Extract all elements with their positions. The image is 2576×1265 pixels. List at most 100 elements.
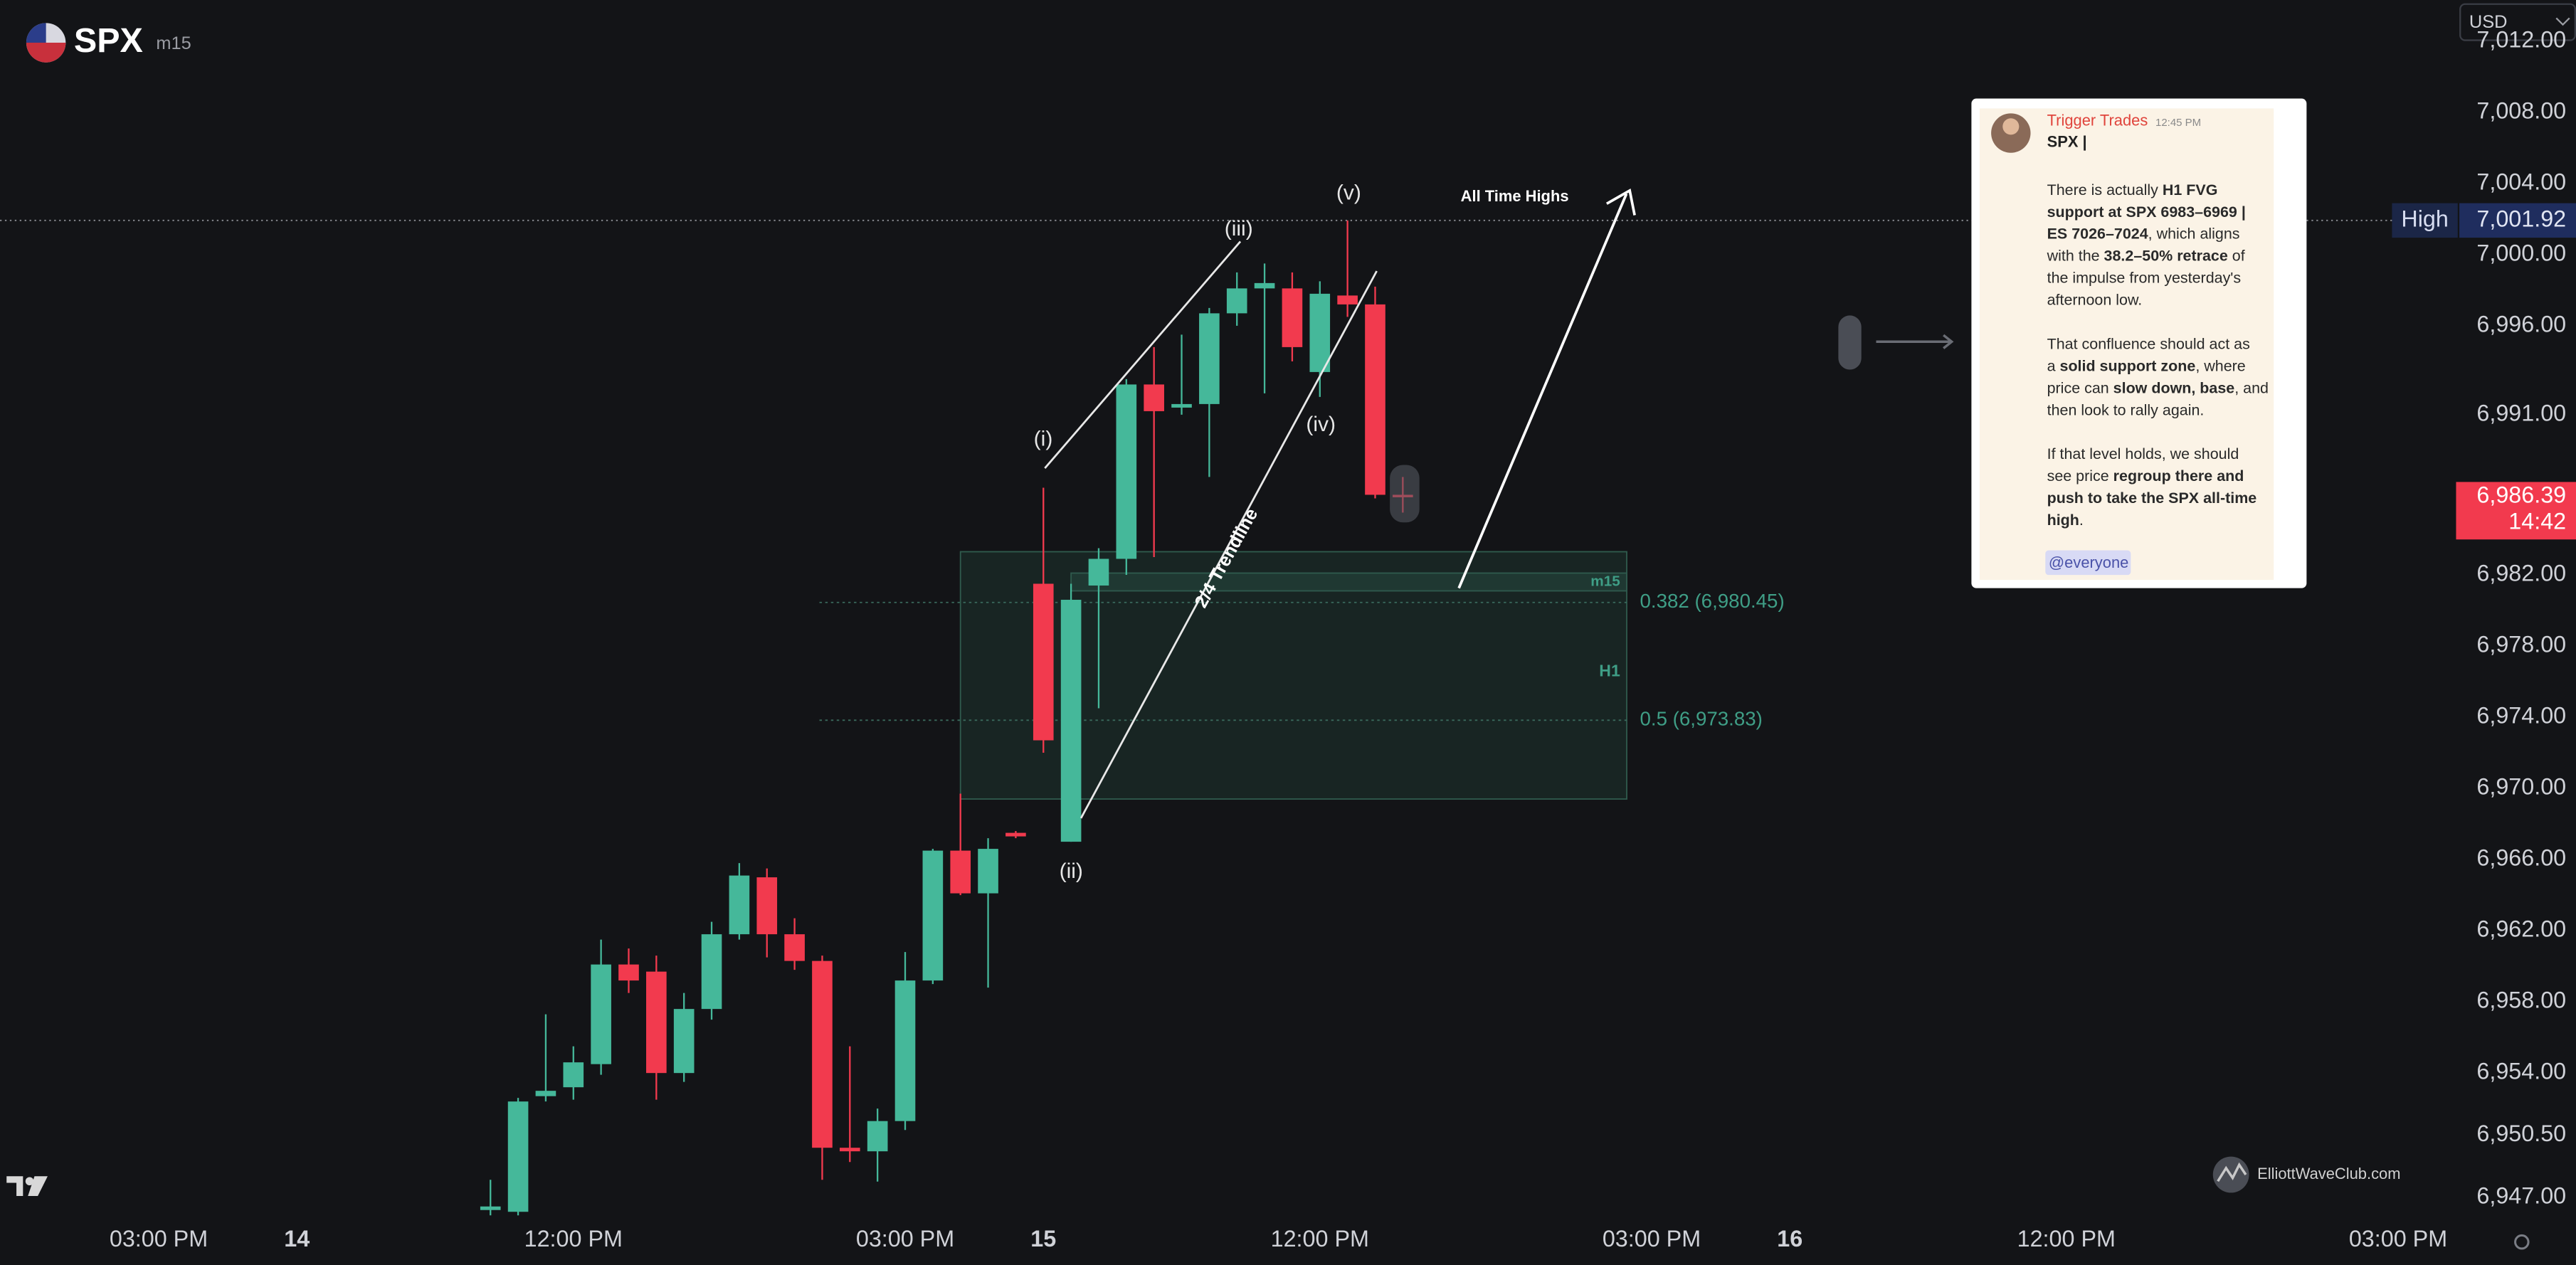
currency-selector[interactable]: USD bbox=[2459, 3, 2576, 41]
y-tick-label: 6,947.00 bbox=[2476, 1183, 2566, 1209]
x-tick-label: 12:00 PM bbox=[2017, 1226, 2116, 1251]
flag-stripes bbox=[26, 43, 66, 63]
mention-bg bbox=[2045, 550, 2131, 576]
candle-body bbox=[1282, 288, 1303, 347]
y-tick-label: 7,012.00 bbox=[2476, 26, 2566, 52]
target-arrow-head bbox=[1605, 188, 1636, 216]
x-tick-label: 03:00 PM bbox=[1603, 1226, 1701, 1251]
fib-label: 0.5 (6,973.83) bbox=[1640, 708, 1762, 730]
candle-body bbox=[1337, 295, 1358, 305]
message-text: afternoon low. bbox=[2047, 291, 2143, 308]
message-line: support at SPX 6983–6969 | bbox=[2047, 203, 2246, 220]
author: Trigger Trades bbox=[2047, 112, 2148, 129]
candle-body bbox=[1116, 384, 1137, 559]
y-tick-label: 6,958.00 bbox=[2476, 988, 2566, 1013]
x-tick-label: 15 bbox=[1030, 1226, 1056, 1251]
candle-body bbox=[535, 1091, 556, 1096]
candle-body bbox=[867, 1121, 888, 1152]
candle-body bbox=[618, 964, 639, 981]
y-tick-label: 7,008.00 bbox=[2476, 97, 2566, 123]
wave-label: (ii) bbox=[1060, 859, 1083, 883]
high-tag-bg bbox=[2392, 203, 2458, 238]
candle-body bbox=[729, 875, 750, 935]
logo-part bbox=[28, 1176, 48, 1197]
trendline-1-3 bbox=[1044, 240, 1242, 469]
message-text: high bbox=[2047, 512, 2079, 529]
message-text: ES 7026–7024 bbox=[2047, 225, 2148, 242]
candle-body bbox=[1005, 832, 1026, 837]
wave-label: (iv) bbox=[1306, 413, 1336, 436]
currency[interactable]: USD bbox=[2469, 12, 2508, 32]
candle-body bbox=[1171, 403, 1192, 408]
chevron[interactable] bbox=[2555, 17, 2570, 26]
message-text: the impulse from yesterday's bbox=[2047, 269, 2242, 286]
message-line: ES 7026–7024, which aligns bbox=[2047, 225, 2240, 242]
currency-box[interactable] bbox=[2459, 3, 2576, 41]
fvg-zone bbox=[1070, 572, 1627, 592]
message-line: push to take the SPX all-time bbox=[2047, 489, 2257, 507]
message-text: H1 FVG bbox=[2163, 181, 2218, 199]
watermark-text: ElliottWaveClub.com bbox=[2257, 1165, 2400, 1182]
message-line: afternoon low. bbox=[2047, 291, 2143, 308]
message-text: support at SPX 6983–6969 | bbox=[2047, 203, 2246, 220]
y-tick-label: 6,966.00 bbox=[2476, 845, 2566, 871]
candle-body bbox=[591, 964, 611, 1064]
candle-body bbox=[978, 849, 998, 894]
logo-part bbox=[6, 1176, 23, 1197]
axes-layer: 7,012.00 7,008.00 7,004.00 7,000.00 6,996.00… bbox=[110, 26, 2576, 1251]
wave-label: (iii) bbox=[1225, 217, 1253, 240]
y-tick-label: 7,000.00 bbox=[2476, 240, 2566, 265]
message-text: , where bbox=[2195, 357, 2245, 374]
settings-icon[interactable] bbox=[2514, 1234, 2530, 1250]
message-line: a solid support zone, where bbox=[2047, 357, 2246, 374]
y-tick-label: 6,950.50 bbox=[2476, 1121, 2566, 1146]
message-text: That confluence should act as bbox=[2047, 335, 2250, 352]
candle-body bbox=[756, 877, 778, 935]
y-tick-label: 7,004.00 bbox=[2476, 169, 2566, 194]
handle-arrow-head bbox=[1943, 334, 1954, 349]
x-tick-label: 12:00 PM bbox=[524, 1226, 623, 1251]
message-line: price can slow down, base, and bbox=[2047, 379, 2269, 396]
message-text: . bbox=[2079, 512, 2084, 529]
message-line: the impulse from yesterday's bbox=[2047, 269, 2242, 286]
x-tick-label: 14 bbox=[284, 1226, 310, 1251]
logo-part bbox=[25, 1177, 34, 1186]
tv-logo bbox=[6, 1176, 48, 1197]
message-line: There is actually H1 FVG bbox=[2047, 181, 2218, 199]
message-text: , which aligns bbox=[2148, 225, 2240, 242]
candle-body bbox=[894, 980, 916, 1121]
message-line: with the 38.2–50% retrace of bbox=[2047, 247, 2245, 264]
message-line: see price regroup there and bbox=[2047, 467, 2244, 485]
last-price-label: 6,986.39 bbox=[2476, 482, 2566, 508]
y-tick-label: 6,996.00 bbox=[2476, 311, 2566, 337]
candle-body bbox=[701, 934, 722, 1010]
drag-handle[interactable] bbox=[1838, 315, 1862, 370]
wave-label: (v) bbox=[1336, 181, 1361, 204]
y-tick-label: 6,974.00 bbox=[2476, 703, 2566, 729]
high-tag-label: High bbox=[2401, 206, 2448, 231]
x-tick-label: 03:00 PM bbox=[110, 1226, 208, 1251]
fib-label: 0.382 (6,980.45) bbox=[1640, 590, 1784, 612]
symbol-header: SPX m15 bbox=[26, 21, 191, 63]
target-arrow bbox=[1457, 193, 1628, 589]
message-text: If that level holds, we should bbox=[2047, 445, 2239, 462]
message-text: price can bbox=[2047, 379, 2113, 396]
candle-body bbox=[922, 850, 944, 981]
avatar-face bbox=[2002, 118, 2020, 135]
candle-body bbox=[1226, 288, 1247, 314]
candle-body bbox=[1060, 599, 1082, 842]
candle-body bbox=[1365, 304, 1385, 495]
high-price-bg bbox=[2459, 203, 2576, 238]
watermark-icon-wave bbox=[2217, 1162, 2247, 1182]
flag-canton bbox=[26, 23, 46, 43]
candle-body bbox=[812, 960, 833, 1148]
message-text: see price bbox=[2047, 467, 2113, 485]
candle-body bbox=[1033, 583, 1054, 741]
interval: m15 bbox=[156, 33, 191, 53]
target-label: All Time Highs bbox=[1461, 187, 1569, 205]
candle-body bbox=[646, 971, 667, 1074]
candle-body bbox=[507, 1101, 529, 1212]
mention[interactable]: @everyone bbox=[2049, 554, 2128, 571]
timestamp: 12:45 PM bbox=[2155, 117, 2201, 129]
